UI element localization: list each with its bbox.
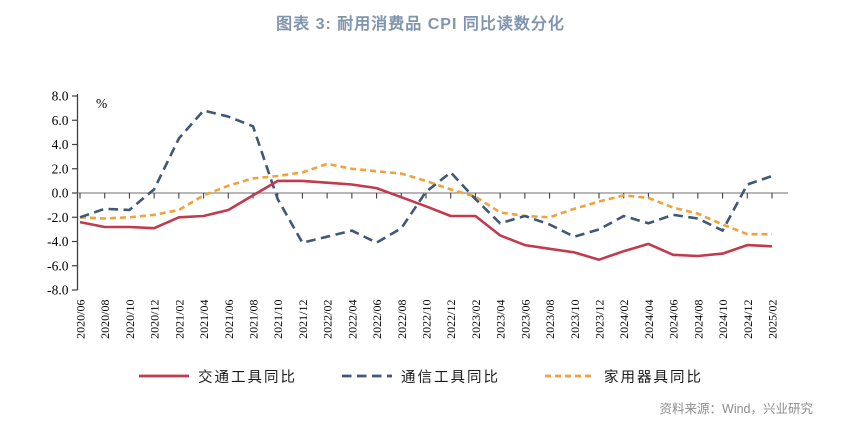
- x-axis-label: 2022/12: [444, 300, 458, 339]
- y-axis-label: 2.0: [52, 161, 69, 176]
- x-axis-label: 2020/08: [98, 300, 112, 339]
- x-axis-label: 2023/08: [543, 300, 557, 339]
- legend-marker-icon: [342, 374, 392, 378]
- x-axis-label: 2024/08: [691, 300, 705, 339]
- x-axis-label: 2020/06: [74, 300, 88, 339]
- series-line-交通工具同比: [79, 179, 773, 261]
- legend-marker-icon: [139, 374, 189, 378]
- legend-item-家用器具同比: 家用器具同比: [544, 366, 703, 387]
- x-axis-label: 2023/10: [568, 300, 582, 339]
- cpi-line-chart: 8.0 6.0 4.0 2.0 0.0 -2.0 -4.0 -6.0 -8.0% 2020/06 2…: [47, 89, 788, 339]
- y-axis-label: 6.0: [52, 113, 69, 128]
- x-axis-label: 2022/08: [395, 300, 409, 339]
- legend-marker-icon: [545, 374, 595, 378]
- legend-item-交通工具同比: 交通工具同比: [138, 366, 297, 387]
- x-axis-label: 2024/04: [642, 300, 656, 339]
- legend-label: 通信工具同比: [401, 369, 500, 386]
- x-axis-label: 2024/12: [741, 300, 755, 339]
- y-axis-label: -4.0: [47, 234, 69, 249]
- series-line-家用器具同比: [79, 162, 772, 236]
- x-axis-label: 2022/02: [321, 300, 335, 339]
- chart-legend: 交通工具同比 通信工具同比 家用器具同比: [0, 364, 841, 388]
- y-axis-unit-label: %: [96, 96, 107, 111]
- y-axis-label: 0.0: [52, 186, 69, 201]
- source-note: 资料来源：Wind，兴业研究: [659, 402, 813, 416]
- y-axis-label: 8.0: [52, 89, 69, 104]
- x-axis-label: 2024/06: [667, 300, 681, 339]
- x-axis-label: 2025/02: [765, 300, 779, 339]
- x-axis-label: 2022/10: [419, 300, 433, 339]
- x-axis-label: 2023/12: [592, 300, 606, 339]
- x-axis-label: 2022/06: [370, 300, 384, 339]
- y-axis-label: -6.0: [47, 258, 69, 273]
- x-axis-label: 2021/04: [197, 300, 211, 339]
- x-axis-label: 2023/04: [494, 300, 508, 339]
- x-axis-label: 2021/06: [222, 300, 236, 339]
- legend-label: 家用器具同比: [604, 369, 703, 386]
- x-axis-label: 2020/12: [148, 300, 162, 339]
- series-line-通信工具同比: [79, 109, 773, 244]
- y-axis-label: -8.0: [47, 283, 69, 298]
- x-axis-label: 2022/04: [345, 300, 359, 339]
- x-axis-label: 2024/02: [617, 300, 631, 339]
- chart-title: 图表 3: 耐用消费品 CPI 同比读数分化: [276, 16, 565, 33]
- x-axis-label: 2021/12: [296, 300, 310, 339]
- x-axis-label: 2020/10: [123, 300, 137, 339]
- legend-label: 交通工具同比: [198, 369, 297, 386]
- y-axis-label: 4.0: [52, 137, 69, 152]
- x-axis-label: 2023/06: [518, 300, 532, 339]
- legend-item-通信工具同比: 通信工具同比: [341, 366, 500, 387]
- x-axis-label: 2021/08: [246, 300, 260, 339]
- x-axis-label: 2021/10: [271, 300, 285, 339]
- y-axis-label: -2.0: [47, 210, 69, 225]
- x-axis-label: 2023/02: [469, 300, 483, 339]
- x-axis-label: 2024/10: [716, 300, 730, 339]
- x-axis-label: 2021/02: [172, 300, 186, 339]
